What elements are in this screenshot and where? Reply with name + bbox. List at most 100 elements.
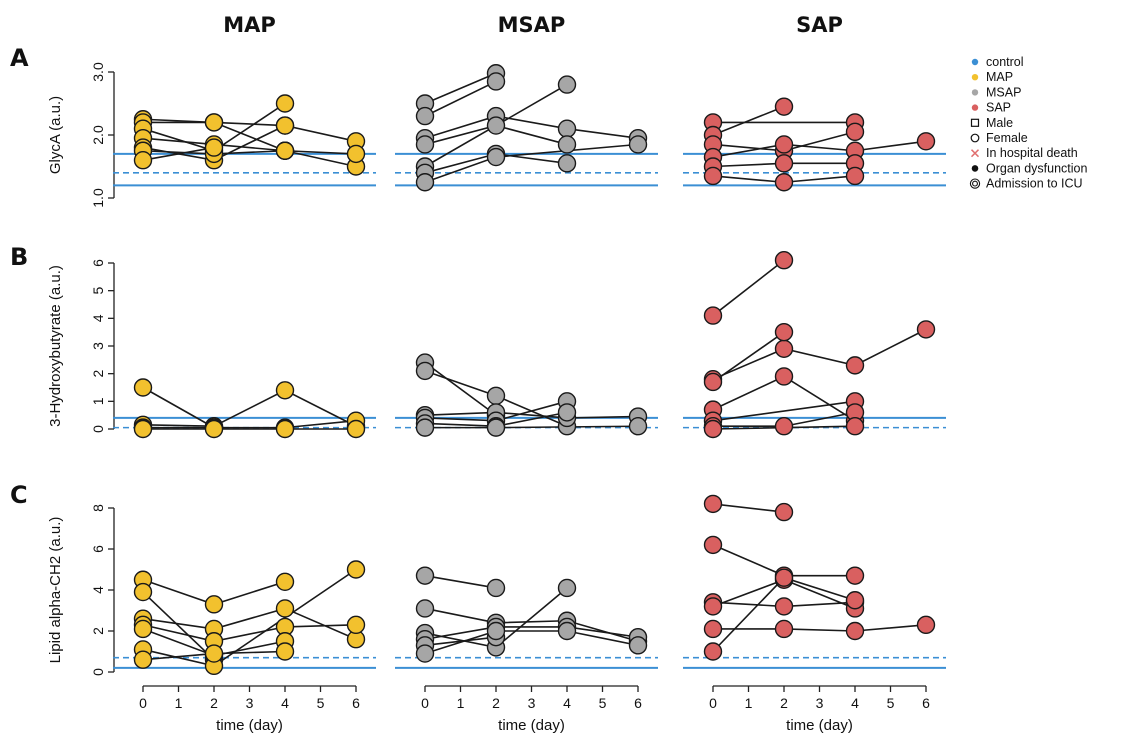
data-point [206, 645, 223, 662]
legend-item-control: control [972, 55, 1024, 69]
data-point [776, 418, 793, 435]
data-point [135, 584, 152, 601]
x-tick-label: 3 [246, 695, 254, 711]
data-point [488, 387, 505, 404]
chart-rows: A GlycA (a.u.) 1.0 2.0 3.0 B 3-Hydroxybutyrate… [10, 44, 946, 734]
x-tick-label: 4 [563, 695, 571, 711]
legend-item-sap: SAP [972, 101, 1011, 115]
data-point [776, 155, 793, 172]
data-point [348, 145, 365, 162]
subject-line [713, 332, 784, 382]
data-point [776, 252, 793, 269]
column-title-msap: MSAP [498, 13, 566, 37]
data-point [348, 561, 365, 578]
y-tick-label: 3.0 [90, 62, 106, 82]
data-point [488, 623, 505, 640]
x-tick-label: 2 [210, 695, 218, 711]
data-point [705, 536, 722, 553]
data-point [277, 573, 294, 590]
data-point [135, 620, 152, 637]
y-tick-label: 5 [90, 287, 106, 295]
y-tick-label: 1.0 [90, 188, 106, 208]
y-tick-label: 6 [90, 259, 106, 267]
y-tick-label: 4 [90, 314, 106, 322]
data-point [488, 579, 505, 596]
legend-label: MSAP [986, 85, 1021, 99]
x-tick-label: 1 [457, 695, 465, 711]
data-point [847, 567, 864, 584]
y-axis-label: 3-Hydroxybutyrate (a.u.) [47, 265, 64, 427]
data-point [918, 321, 935, 338]
x-tick-label: 6 [634, 695, 642, 711]
data-point [847, 418, 864, 435]
x-tick-label: 5 [317, 695, 325, 711]
legend-label: Admission to ICU [986, 177, 1083, 191]
panel-sap [683, 252, 946, 438]
subject-line [143, 625, 356, 641]
subject-line [713, 107, 784, 135]
x-axis-label: time (day) [216, 717, 283, 734]
data-point [488, 149, 505, 166]
legend-marker-inner [973, 181, 978, 186]
data-point [417, 362, 434, 379]
x-tick-label: 5 [887, 695, 895, 711]
data-point [776, 174, 793, 191]
data-point [277, 117, 294, 134]
legend-marker [971, 134, 979, 142]
data-point [705, 495, 722, 512]
panel-sap [683, 495, 946, 668]
data-point [847, 167, 864, 184]
column-title-map: MAP [223, 13, 276, 37]
data-point [417, 136, 434, 153]
panel-msap [395, 354, 658, 436]
data-point [776, 504, 793, 521]
data-point [630, 136, 647, 153]
subject-line [713, 504, 784, 512]
y-tick-label: 1 [90, 397, 106, 405]
data-point [918, 133, 935, 150]
legend-marker [972, 150, 979, 157]
legend-item-admission-to-icu: Admission to ICU [970, 177, 1082, 191]
data-point [277, 421, 294, 438]
data-point [776, 569, 793, 586]
data-point [776, 598, 793, 615]
x-tick-label: 0 [139, 695, 147, 711]
data-point [488, 73, 505, 90]
legend-item-msap: MSAP [972, 85, 1022, 99]
legend-marker [972, 119, 979, 126]
row-c: CLipid alpha-CH2 (a.u.)024680 1 2 3 4 5 6time … [10, 481, 946, 734]
x-tick-label: 4 [281, 695, 289, 711]
y-tick-label: 3 [90, 342, 106, 350]
data-point [417, 419, 434, 436]
data-point [918, 616, 935, 633]
data-point [705, 620, 722, 637]
x-tick-label: 3 [528, 695, 536, 711]
subject-line [425, 627, 638, 639]
legend-item-male: Male [972, 116, 1014, 130]
data-point [559, 404, 576, 421]
legend-label: In hospital death [986, 146, 1078, 160]
legend-label: Organ dysfunction [986, 161, 1087, 175]
data-point [705, 421, 722, 438]
x-axis-label: time (day) [786, 717, 853, 734]
data-point [776, 136, 793, 153]
subject-line [713, 625, 926, 631]
legend-marker [970, 179, 979, 188]
column-title-sap: SAP [796, 13, 843, 37]
data-point [417, 600, 434, 617]
y-tick-label: 2 [90, 370, 106, 378]
legend-item-organ-dysfunction: Organ dysfunction [972, 161, 1088, 175]
data-point [488, 117, 505, 134]
data-point [277, 95, 294, 112]
legend-label: SAP [986, 101, 1011, 115]
y-tick-label: 0 [90, 425, 106, 433]
x-tick-label: 1 [745, 695, 753, 711]
data-point [277, 643, 294, 660]
legend-item-map: MAP [972, 70, 1013, 84]
data-point [705, 373, 722, 390]
legend-marker [972, 59, 978, 65]
panel-msap [395, 567, 658, 668]
data-point [559, 120, 576, 137]
